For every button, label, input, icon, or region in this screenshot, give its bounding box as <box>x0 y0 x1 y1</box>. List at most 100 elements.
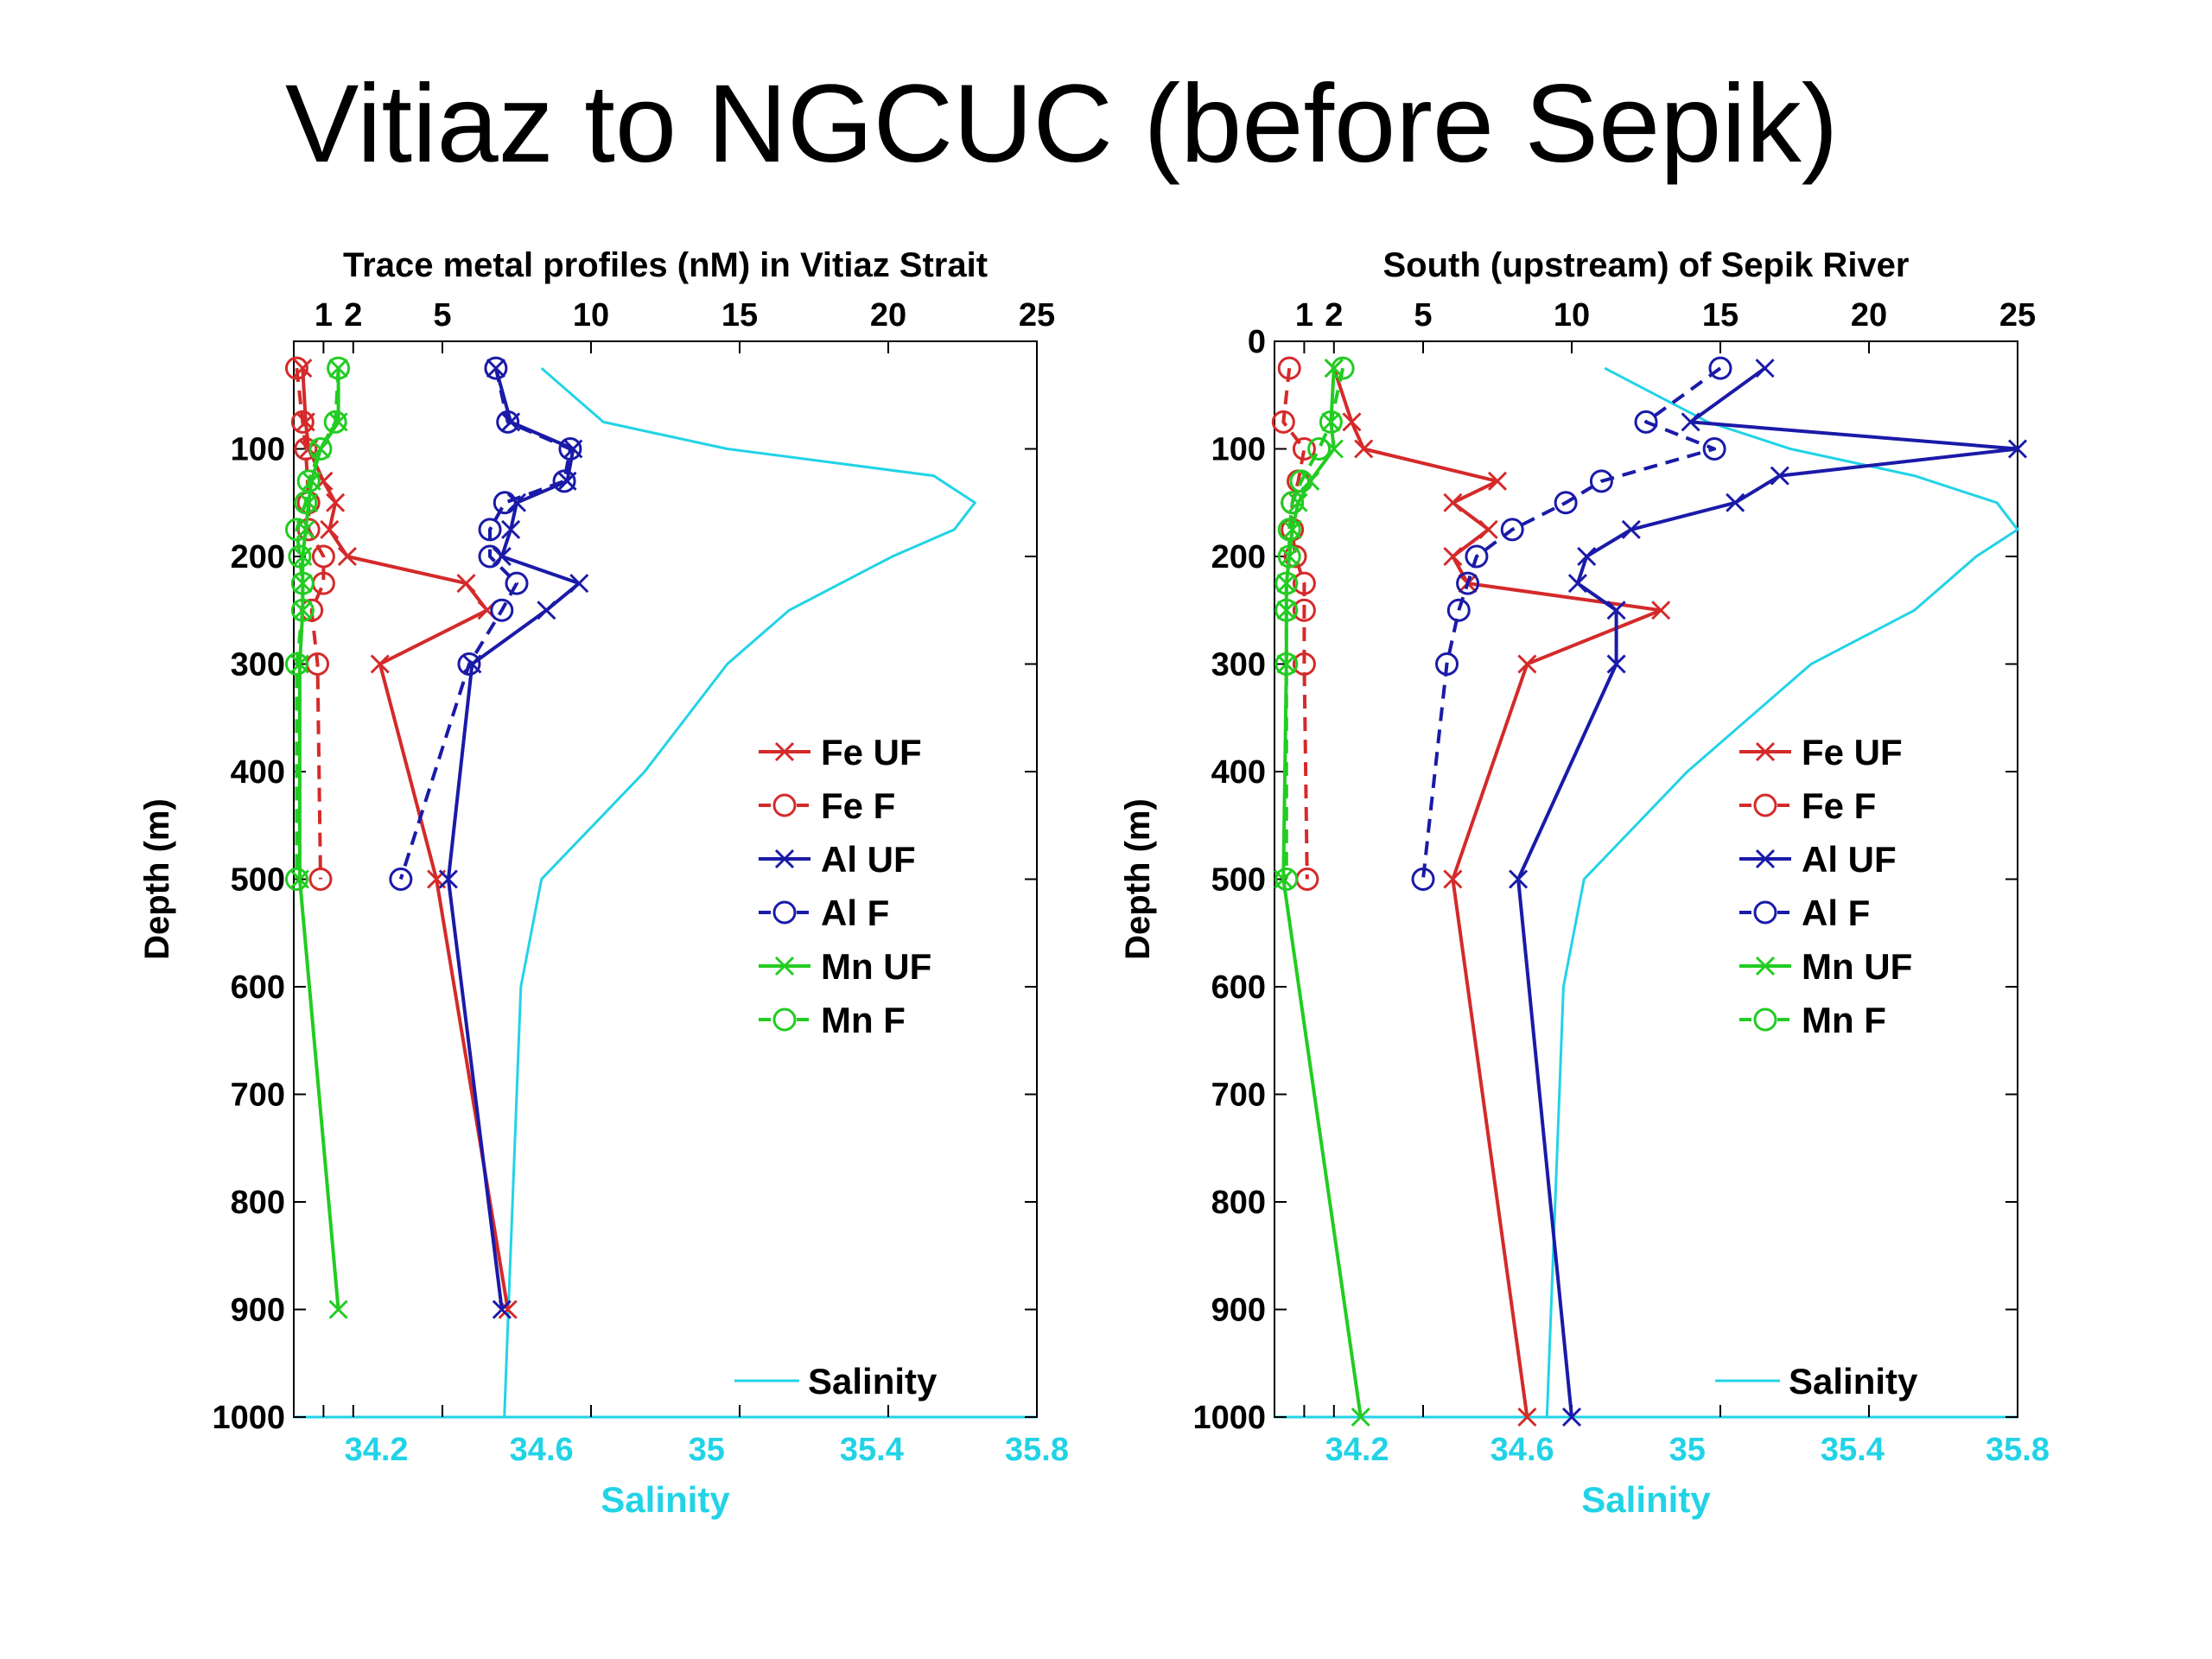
chart-1-al-f-point <box>478 544 502 569</box>
chart-2-legend-al-uf-label: Al UF <box>1802 839 1897 880</box>
chart-2-fe-uf-point <box>1354 439 1374 459</box>
chart-2-al-uf-point <box>1755 359 1775 378</box>
chart-2-al-f-point <box>1702 437 1726 461</box>
chart-2-y-tick-900: 900 <box>1211 1293 1266 1329</box>
chart-2-al-f-point <box>1634 410 1658 434</box>
chart-2-y-tick-300: 300 <box>1211 647 1266 683</box>
chart-1-y-tick-600: 600 <box>231 969 285 1006</box>
chart-2-salinity-line <box>1545 366 2020 1418</box>
chart-2-mn-f-point <box>1319 410 1343 434</box>
chart-1-plot-frame <box>293 340 1038 1418</box>
chart-1-salinity-line <box>503 366 977 1418</box>
chart-2-legend-mn-f-marker <box>1753 1007 1777 1032</box>
chart-2-fe-f-point <box>1283 544 1307 569</box>
chart-2-legend-al-f-label: Al F <box>1802 893 1870 933</box>
chart-1-y-tick-900: 900 <box>231 1293 285 1329</box>
chart-2-fe-f-point <box>1277 356 1301 380</box>
chart-2-al-uf-point <box>1681 412 1700 432</box>
chart-1-al-f-point <box>478 518 502 542</box>
chart-2-fe-uf-series <box>1324 359 1671 1427</box>
chart-2-al-uf-point <box>1567 574 1587 594</box>
chart-1-al-f-point <box>484 356 508 380</box>
chart-1-fe-f-point <box>290 410 315 434</box>
chart-1-mn-uf-point <box>293 574 313 594</box>
chart-1-salinity-tick-35-8: 35.8 <box>1005 1432 1069 1468</box>
chart-2-plot-frame <box>1274 340 2018 1418</box>
chart-2-fe-f-point <box>1292 598 1316 622</box>
chart-2-legend-fe-f-marker <box>1753 793 1777 817</box>
chart-1-al-f-point <box>505 571 529 595</box>
chart-1-mn-uf-point <box>328 1300 348 1319</box>
chart-2-mn-f-point <box>1274 652 1299 676</box>
chart-1-legend-al-uf-marker <box>774 849 795 869</box>
chart-2-salinity-tick-35-8: 35.8 <box>1986 1432 2050 1468</box>
chart-2-y-tick-600: 600 <box>1211 969 1266 1006</box>
chart-1-mn-f-point <box>308 437 333 461</box>
chart-2-fe-uf-point <box>1517 654 1537 674</box>
chart-2-mn-f-point <box>1277 518 1301 542</box>
chart-2-al-uf-point <box>1577 546 1597 567</box>
chart-1-fe-uf-point <box>456 574 476 594</box>
chart-2-legend-fe-f-label: Fe F <box>1802 785 1876 826</box>
chart-1-y-tick-500: 500 <box>231 862 285 899</box>
chart-2-al-f-point <box>1446 598 1471 622</box>
chart-1-mn-f-point <box>284 652 308 676</box>
chart-1-al-f-point <box>457 652 481 676</box>
chart-2-fe-uf-point <box>1517 1407 1537 1427</box>
chart-1-fe-f-point <box>311 544 335 569</box>
chart-2-top-tick-15: 15 <box>1702 297 1738 334</box>
chart-1-legend: Fe UF Fe F Al UF Al F Mn UF Mn F <box>759 732 931 1040</box>
chart-2-al-uf-series <box>1509 359 2028 1427</box>
chart-2-top-tick-5: 5 <box>1414 297 1432 334</box>
chart-1-top-tick-25: 25 <box>1019 297 1055 334</box>
chart-1-mn-f-point <box>294 491 318 515</box>
chart-2-salinity-tick-34-6: 34.6 <box>1491 1432 1554 1468</box>
chart-1-legend-fe-f-marker <box>772 793 797 817</box>
chart-2-mn-f-point <box>1289 469 1313 493</box>
chart-2-y-tick-0: 0 <box>1248 324 1266 360</box>
chart-1-al-uf-point <box>492 546 512 567</box>
chart-2-top-tick-2: 2 <box>1325 297 1343 334</box>
chart-2-al-uf-point <box>1726 493 1745 512</box>
chart-1-legend-al-f-label: Al F <box>821 893 889 933</box>
chart-1-al-uf-point <box>438 869 458 889</box>
chart-2-al-uf-point <box>1770 466 1789 486</box>
chart-1-y-tick-400: 400 <box>231 754 285 791</box>
chart-2-mn-f-point <box>1274 598 1299 622</box>
chart-1-al-uf-point <box>506 493 527 512</box>
chart-1-legend-mn-uf-label: Mn UF <box>821 946 931 987</box>
chart-2-fe-f-point <box>1292 437 1316 461</box>
chart-2-mn-f-series <box>1274 356 1355 891</box>
chart-2-mn-f-point <box>1281 491 1305 515</box>
chart-1-y-tick-1000: 1000 <box>212 1400 285 1436</box>
chart-2-al-f-line <box>1421 366 1722 880</box>
chart-1-salinity-tick-35-4: 35.4 <box>840 1432 904 1468</box>
chart-2-al-f-point <box>1708 356 1732 380</box>
chart-1-xlabel-bottom: Salinity <box>601 1479 730 1520</box>
chart-2-top-tick-25: 25 <box>1999 297 2036 334</box>
chart-2-mn-f-point <box>1277 544 1301 569</box>
chart-1-fe-uf-line <box>301 367 510 1310</box>
chart-2-legend-mn-uf-label: Mn UF <box>1802 946 1912 987</box>
chart-2-al-f-point <box>1465 544 1489 569</box>
chart-2-al-f-point <box>1456 571 1480 595</box>
chart-2-al-f-point <box>1554 491 1578 515</box>
chart-2-fe-f-point <box>1295 868 1319 891</box>
chart-1-y-tick-300: 300 <box>231 647 285 683</box>
chart-2-mn-uf-point <box>1288 493 1308 512</box>
chart-2-legend: Fe UF Fe F Al UF Al F Mn UF Mn F <box>1739 732 1912 1040</box>
chart-1-al-f-point <box>496 410 520 434</box>
chart-2-legend-mn-f-label: Mn F <box>1802 1000 1886 1040</box>
chart-1-al-f-series <box>389 356 582 891</box>
chart-2-top-tick-1: 1 <box>1295 297 1313 334</box>
chart-1-legend-fe-f-label: Fe F <box>821 785 895 826</box>
chart-1-top-tick-15: 15 <box>721 297 758 334</box>
chart-2-salinity-tick-35-4: 35.4 <box>1821 1432 1885 1468</box>
chart-2-al-uf-point <box>1561 1407 1582 1427</box>
chart-2-y-tick-800: 800 <box>1211 1185 1266 1221</box>
chart-2-al-uf-point <box>2007 439 2028 459</box>
chart-2-al-uf-line <box>1516 366 2019 1418</box>
chart-1-top-tick-2: 2 <box>344 297 362 334</box>
chart-1-y-tick-700: 700 <box>231 1077 285 1114</box>
